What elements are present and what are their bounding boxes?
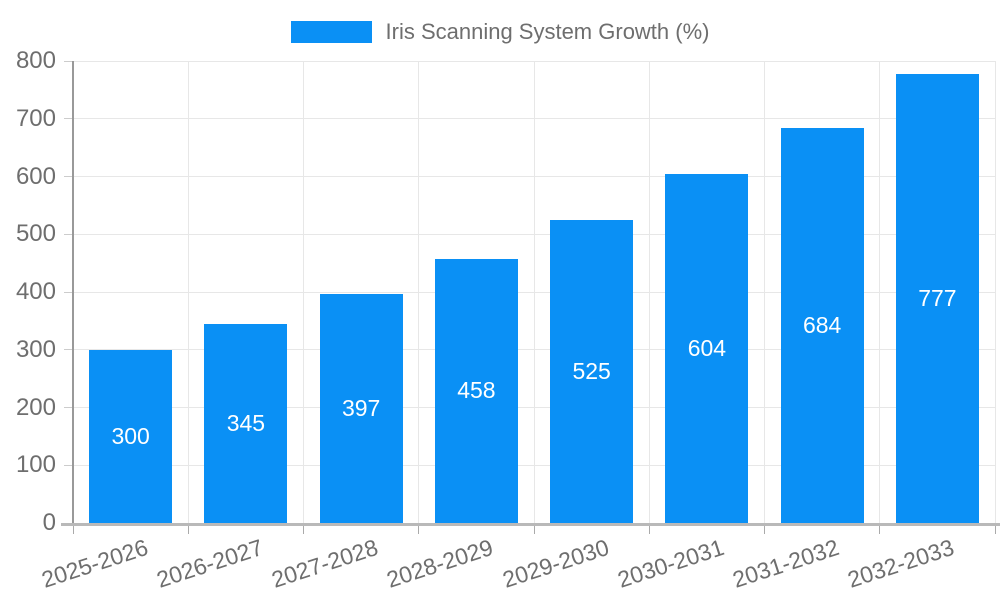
gridline-vertical [994,61,996,523]
gridline-vertical [879,61,881,523]
gridline-vertical [418,61,420,523]
bar-value-label: 525 [572,357,611,384]
bar-value-label: 777 [918,285,957,312]
y-tick-label: 0 [42,509,56,536]
y-tick-label: 300 [15,335,56,363]
y-axis-line [72,61,74,525]
y-tick-label: 700 [15,104,56,132]
gridline-vertical [303,61,304,523]
x-axis-line [61,523,1000,526]
y-axis-tick [64,349,73,351]
y-tick-label: 200 [15,393,56,421]
y-axis-tick [64,60,73,62]
x-axis-tick [879,523,881,534]
bar-value-label: 684 [802,311,842,338]
x-axis-tick [418,523,420,534]
bar-2032-2033[interactable]: 777 [895,74,979,523]
y-tick-label: 400 [15,278,56,305]
bar-2025-2026[interactable]: 300 [89,349,173,523]
bar-2026-2027[interactable]: 345 [204,323,288,523]
bar-2028-2029[interactable]: 458 [434,258,518,523]
bar-value-label: 604 [687,335,727,362]
y-tick-label: 800 [15,47,56,74]
x-axis-tick [72,523,74,534]
x-axis-tick [303,523,304,534]
bar-value-label: 458 [457,377,496,404]
legend-color-swatch [290,21,372,43]
y-axis-tick [64,407,73,408]
y-tick-label: 100 [15,451,56,479]
y-axis-tick [64,176,73,177]
gridline-vertical [648,61,650,523]
legend-label: Iris Scanning System Growth (%) [385,19,710,44]
bar-2027-2028[interactable]: 397 [319,293,403,523]
y-tick-label: 500 [15,220,56,248]
x-axis-tick [648,523,650,534]
x-axis-tick [533,523,535,534]
y-axis-tick [64,464,73,466]
bar-2030-2031[interactable]: 604 [665,174,749,523]
x-axis-tick [994,523,996,534]
gridline-vertical [533,61,535,523]
bar-value-label: 397 [341,394,381,421]
y-tick-label: 600 [15,162,56,190]
y-axis-tick [64,118,73,120]
x-axis-tick [187,523,189,534]
bar-2031-2032[interactable]: 684 [780,127,864,523]
bar-value-label: 300 [111,422,150,449]
bar-2029-2030[interactable]: 525 [550,219,634,523]
legend[interactable]: Iris Scanning System Growth (%) [0,19,1000,45]
bar-value-label: 345 [226,409,266,436]
y-axis-tick [64,233,73,235]
gridline-vertical [187,61,189,523]
x-axis-tick [764,523,765,534]
gridline-vertical [764,61,765,523]
y-axis-tick [64,291,73,293]
